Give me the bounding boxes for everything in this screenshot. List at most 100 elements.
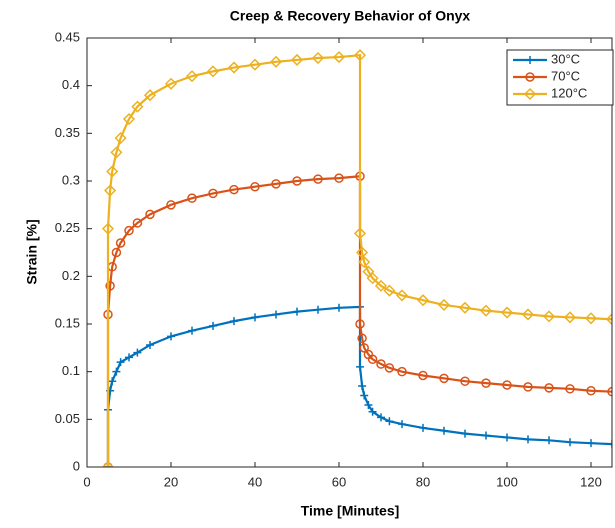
marker (188, 326, 196, 335)
marker (523, 382, 533, 392)
marker (206, 65, 220, 78)
marker (482, 431, 490, 440)
marker (125, 353, 133, 362)
marker (607, 386, 612, 397)
marker (115, 238, 126, 248)
marker (358, 381, 367, 390)
marker (460, 376, 470, 386)
marker (314, 305, 322, 314)
y-tick-label: 0 (73, 458, 80, 473)
marker (383, 284, 396, 297)
marker (503, 433, 511, 442)
marker (293, 307, 301, 316)
series-line (106, 53, 612, 467)
marker (250, 181, 260, 192)
marker (143, 89, 157, 102)
marker (395, 289, 409, 302)
plot-area (87, 38, 612, 467)
marker (112, 367, 121, 376)
marker (356, 362, 364, 371)
marker (458, 301, 472, 314)
marker (353, 227, 367, 240)
marker (230, 317, 238, 326)
marker (418, 370, 428, 381)
marker (208, 188, 218, 199)
marker (108, 377, 117, 386)
marker (209, 321, 217, 330)
marker (292, 176, 302, 186)
marker (106, 165, 119, 178)
marker (111, 247, 122, 258)
marker (114, 132, 127, 145)
marker (605, 313, 612, 326)
marker (272, 310, 280, 319)
marker (376, 359, 386, 369)
marker (334, 173, 344, 183)
marker (586, 385, 596, 396)
legend-marker (525, 72, 535, 82)
marker (481, 378, 491, 388)
marker (461, 429, 469, 438)
marker (437, 298, 451, 311)
marker (565, 384, 575, 394)
marker (397, 366, 407, 377)
marker (356, 246, 369, 259)
marker (385, 417, 394, 426)
marker (248, 58, 262, 71)
marker (357, 333, 367, 344)
marker (355, 319, 365, 329)
marker (124, 225, 134, 236)
marker (360, 391, 369, 400)
marker (271, 179, 281, 189)
marker (145, 209, 155, 220)
x-tick-label: 100 (496, 474, 518, 489)
y-tick-label: 0.2 (62, 268, 80, 283)
y-tick-label: 0.1 (62, 363, 80, 378)
marker (290, 53, 304, 66)
marker (440, 426, 448, 435)
marker (131, 100, 144, 113)
marker (368, 407, 377, 416)
marker (416, 294, 430, 307)
x-tick-label: 20 (164, 474, 178, 489)
marker (524, 435, 532, 444)
marker (563, 311, 577, 324)
marker (116, 358, 125, 367)
marker (377, 413, 385, 422)
marker (502, 380, 512, 390)
marker (104, 184, 117, 197)
x-tick-label: 60 (332, 474, 346, 489)
marker (398, 420, 406, 429)
marker (419, 423, 427, 432)
marker (542, 310, 556, 323)
marker (500, 306, 514, 319)
marker (122, 112, 136, 126)
y-tick-label: 0.25 (55, 220, 80, 235)
marker (269, 55, 283, 68)
marker (364, 401, 373, 410)
y-tick-label: 0.05 (55, 411, 80, 426)
marker (110, 146, 123, 159)
marker (566, 438, 574, 447)
x-tick-label: 40 (248, 474, 262, 489)
marker (101, 460, 115, 467)
legend-marker (523, 87, 537, 101)
axes-box (86, 37, 613, 468)
marker (146, 340, 154, 349)
marker (164, 77, 178, 90)
x-tick-label: 120 (580, 474, 602, 489)
marker (587, 439, 595, 448)
chart-title: Creep & Recovery Behavior of Onyx (230, 8, 471, 24)
y-axis-label: Strain [%] (24, 219, 40, 284)
marker (313, 174, 323, 184)
marker (227, 61, 241, 74)
y-tick-label: 0.15 (55, 315, 80, 330)
y-tick-label: 0.3 (62, 172, 80, 187)
marker (166, 200, 176, 210)
marker (133, 348, 142, 357)
marker (584, 312, 598, 325)
marker (608, 440, 612, 449)
marker (167, 332, 175, 341)
marker (132, 218, 143, 228)
